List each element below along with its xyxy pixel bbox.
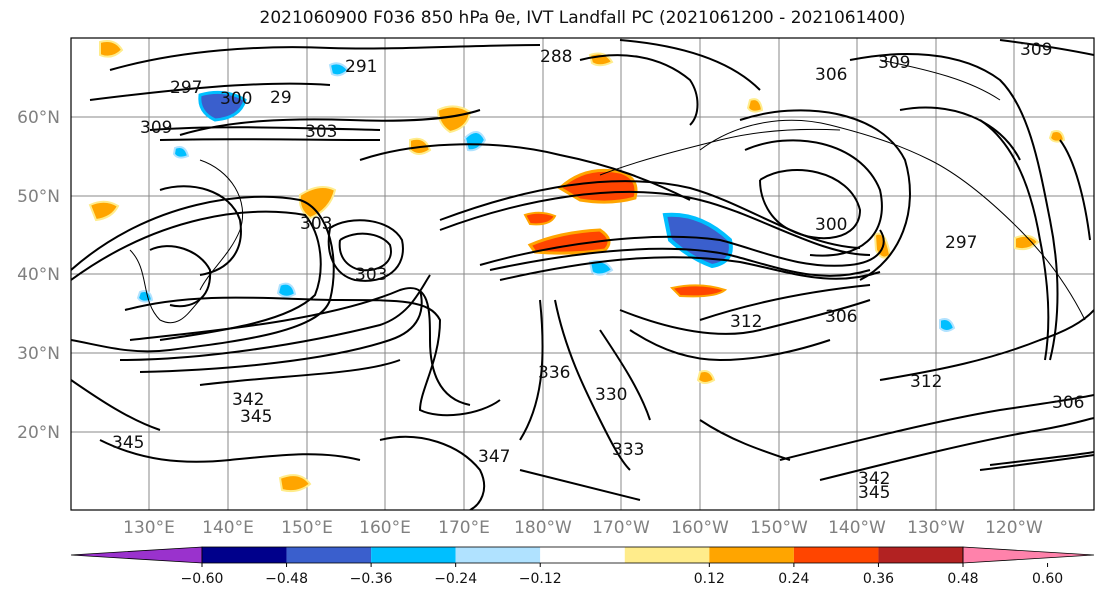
colorbar-tick-label: 0.24 — [778, 571, 809, 587]
lat-label: 50°N — [17, 187, 60, 207]
contour-label: 330 — [595, 385, 627, 405]
contour-label: 312 — [910, 372, 942, 392]
contour-label: 29 — [270, 88, 292, 108]
lon-label: 160°W — [671, 518, 729, 538]
colorbar-tick-label: 0.60 — [1032, 571, 1063, 587]
colorbar-segment — [202, 547, 287, 563]
contour-label: 300 — [220, 89, 252, 109]
lon-label: 160°E — [359, 518, 411, 538]
colorbar-segment — [624, 547, 710, 563]
lat-label: 40°N — [17, 265, 60, 285]
lat-label: 60°N — [17, 108, 60, 128]
contour-label: 300 — [815, 215, 847, 235]
colorbar — [70, 546, 1095, 564]
lon-label: 140°E — [202, 518, 254, 538]
contour-label: 288 — [540, 47, 572, 67]
lon-label: 170°W — [592, 518, 650, 538]
colorbar-segment — [455, 547, 541, 563]
lon-label: 170°E — [438, 518, 490, 538]
contour-label: 345 — [858, 483, 890, 503]
colorbar-tick-label: −0.48 — [265, 571, 308, 587]
map-title: 2021060900 F036 850 hPa θe, IVT Landfall… — [259, 8, 906, 28]
colorbar-tick-label: −0.60 — [181, 571, 224, 587]
contour-label: 333 — [612, 440, 644, 460]
contour-label: 342 — [858, 469, 890, 489]
colorbar-tick-label: −0.24 — [434, 571, 477, 587]
contour-label: 347 — [478, 447, 510, 467]
contour-label: 303 — [355, 265, 387, 285]
contour-label: 309 — [1020, 40, 1052, 60]
contour-label: 306 — [825, 307, 857, 327]
contour-label: 345 — [240, 407, 272, 427]
contour-label: 291 — [345, 57, 377, 77]
lon-label: 150°E — [281, 518, 333, 538]
longitude-labels: 130°E 140°E 150°E 160°E 170°E 180°W 170°… — [123, 518, 1043, 538]
colorbar-tick-label: 0.48 — [947, 571, 978, 587]
colorbar-segment — [371, 547, 456, 563]
map-frame — [70, 37, 1095, 511]
colorbar-tick-label: 0.36 — [863, 571, 894, 587]
lon-label: 150°W — [750, 518, 808, 538]
contour-label: 312 — [730, 312, 762, 332]
colorbar-ticks: −0.60 −0.48 −0.36 −0.24 −0.12 0.12 0.24 0.36 0.4… — [181, 563, 1063, 587]
colorbar-segment — [286, 547, 372, 563]
lat-label: 20°N — [17, 423, 60, 443]
contour-label: 309 — [140, 118, 172, 138]
contour-label: 306 — [815, 65, 847, 85]
lon-label: 120°W — [985, 518, 1043, 538]
contour-label: 345 — [112, 433, 144, 453]
lon-label: 180°W — [514, 518, 572, 538]
contour-label: 306 — [1052, 393, 1084, 413]
contour-label: 297 — [170, 78, 202, 98]
colorbar-segment — [709, 547, 794, 563]
colorbar-tick-label: −0.36 — [350, 571, 393, 587]
contour-label: 303 — [305, 122, 337, 142]
contour-label: 336 — [538, 363, 570, 383]
latitude-labels: 60°N 50°N 40°N 30°N 20°N — [17, 108, 60, 443]
colorbar-tick-label: −0.12 — [519, 571, 562, 587]
colorbar-segment — [793, 547, 879, 563]
coastlines — [129, 59, 1086, 323]
colorbar-segment — [962, 546, 1095, 564]
lat-label: 30°N — [17, 344, 60, 364]
contour-lines — [71, 39, 1094, 510]
contour-label: 297 — [945, 233, 977, 253]
colorbar-segment — [878, 547, 963, 563]
colorbar-tick-label: 0.12 — [694, 571, 725, 587]
colorbar-segment — [70, 546, 203, 564]
colorbar-segment — [540, 547, 625, 563]
contour-labels: 297 291 288 306 309 300 309 303 300 303 … — [112, 40, 1084, 503]
colorbar-frame — [201, 546, 964, 564]
lon-label: 140°W — [828, 518, 886, 538]
contour-label: 342 — [232, 390, 264, 410]
lon-label: 130°E — [123, 518, 175, 538]
contour-label: 309 — [878, 53, 910, 73]
contour-label: 303 — [300, 214, 332, 234]
lon-label: 130°W — [907, 518, 965, 538]
